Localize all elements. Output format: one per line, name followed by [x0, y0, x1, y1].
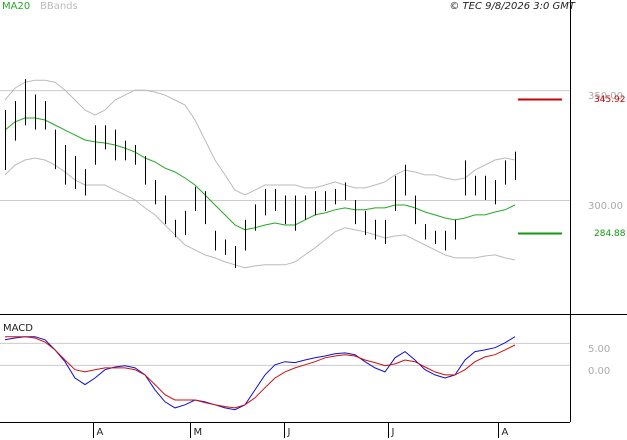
- y-tick-label: 300.00: [588, 201, 623, 212]
- legend-ma20: MA20: [2, 1, 30, 12]
- bband-lower: [4, 157, 516, 269]
- macd-title: MACD: [3, 323, 33, 334]
- x-tick-label: A: [502, 427, 509, 438]
- x-tick-label: A: [97, 427, 104, 438]
- price-level-label: 345.92: [594, 95, 626, 105]
- y-tick-label: 350.00: [588, 91, 623, 102]
- bband-upper: [4, 79, 516, 196]
- ma20-line: [4, 117, 516, 231]
- credit: © TEC 9/8/2026 3:0 GMT: [449, 1, 576, 12]
- x-tick-label: J: [391, 427, 395, 438]
- price-level-label: 284.88: [594, 229, 626, 239]
- y-tick-label: 5.00: [588, 344, 610, 355]
- macd-line: [5, 336, 516, 409]
- x-tick-label: M: [194, 427, 203, 438]
- x-tick-label: J: [287, 427, 291, 438]
- macd-line: [4, 336, 516, 411]
- y-tick-label: 0.00: [588, 366, 610, 377]
- legend-bbands: BBands: [40, 1, 78, 12]
